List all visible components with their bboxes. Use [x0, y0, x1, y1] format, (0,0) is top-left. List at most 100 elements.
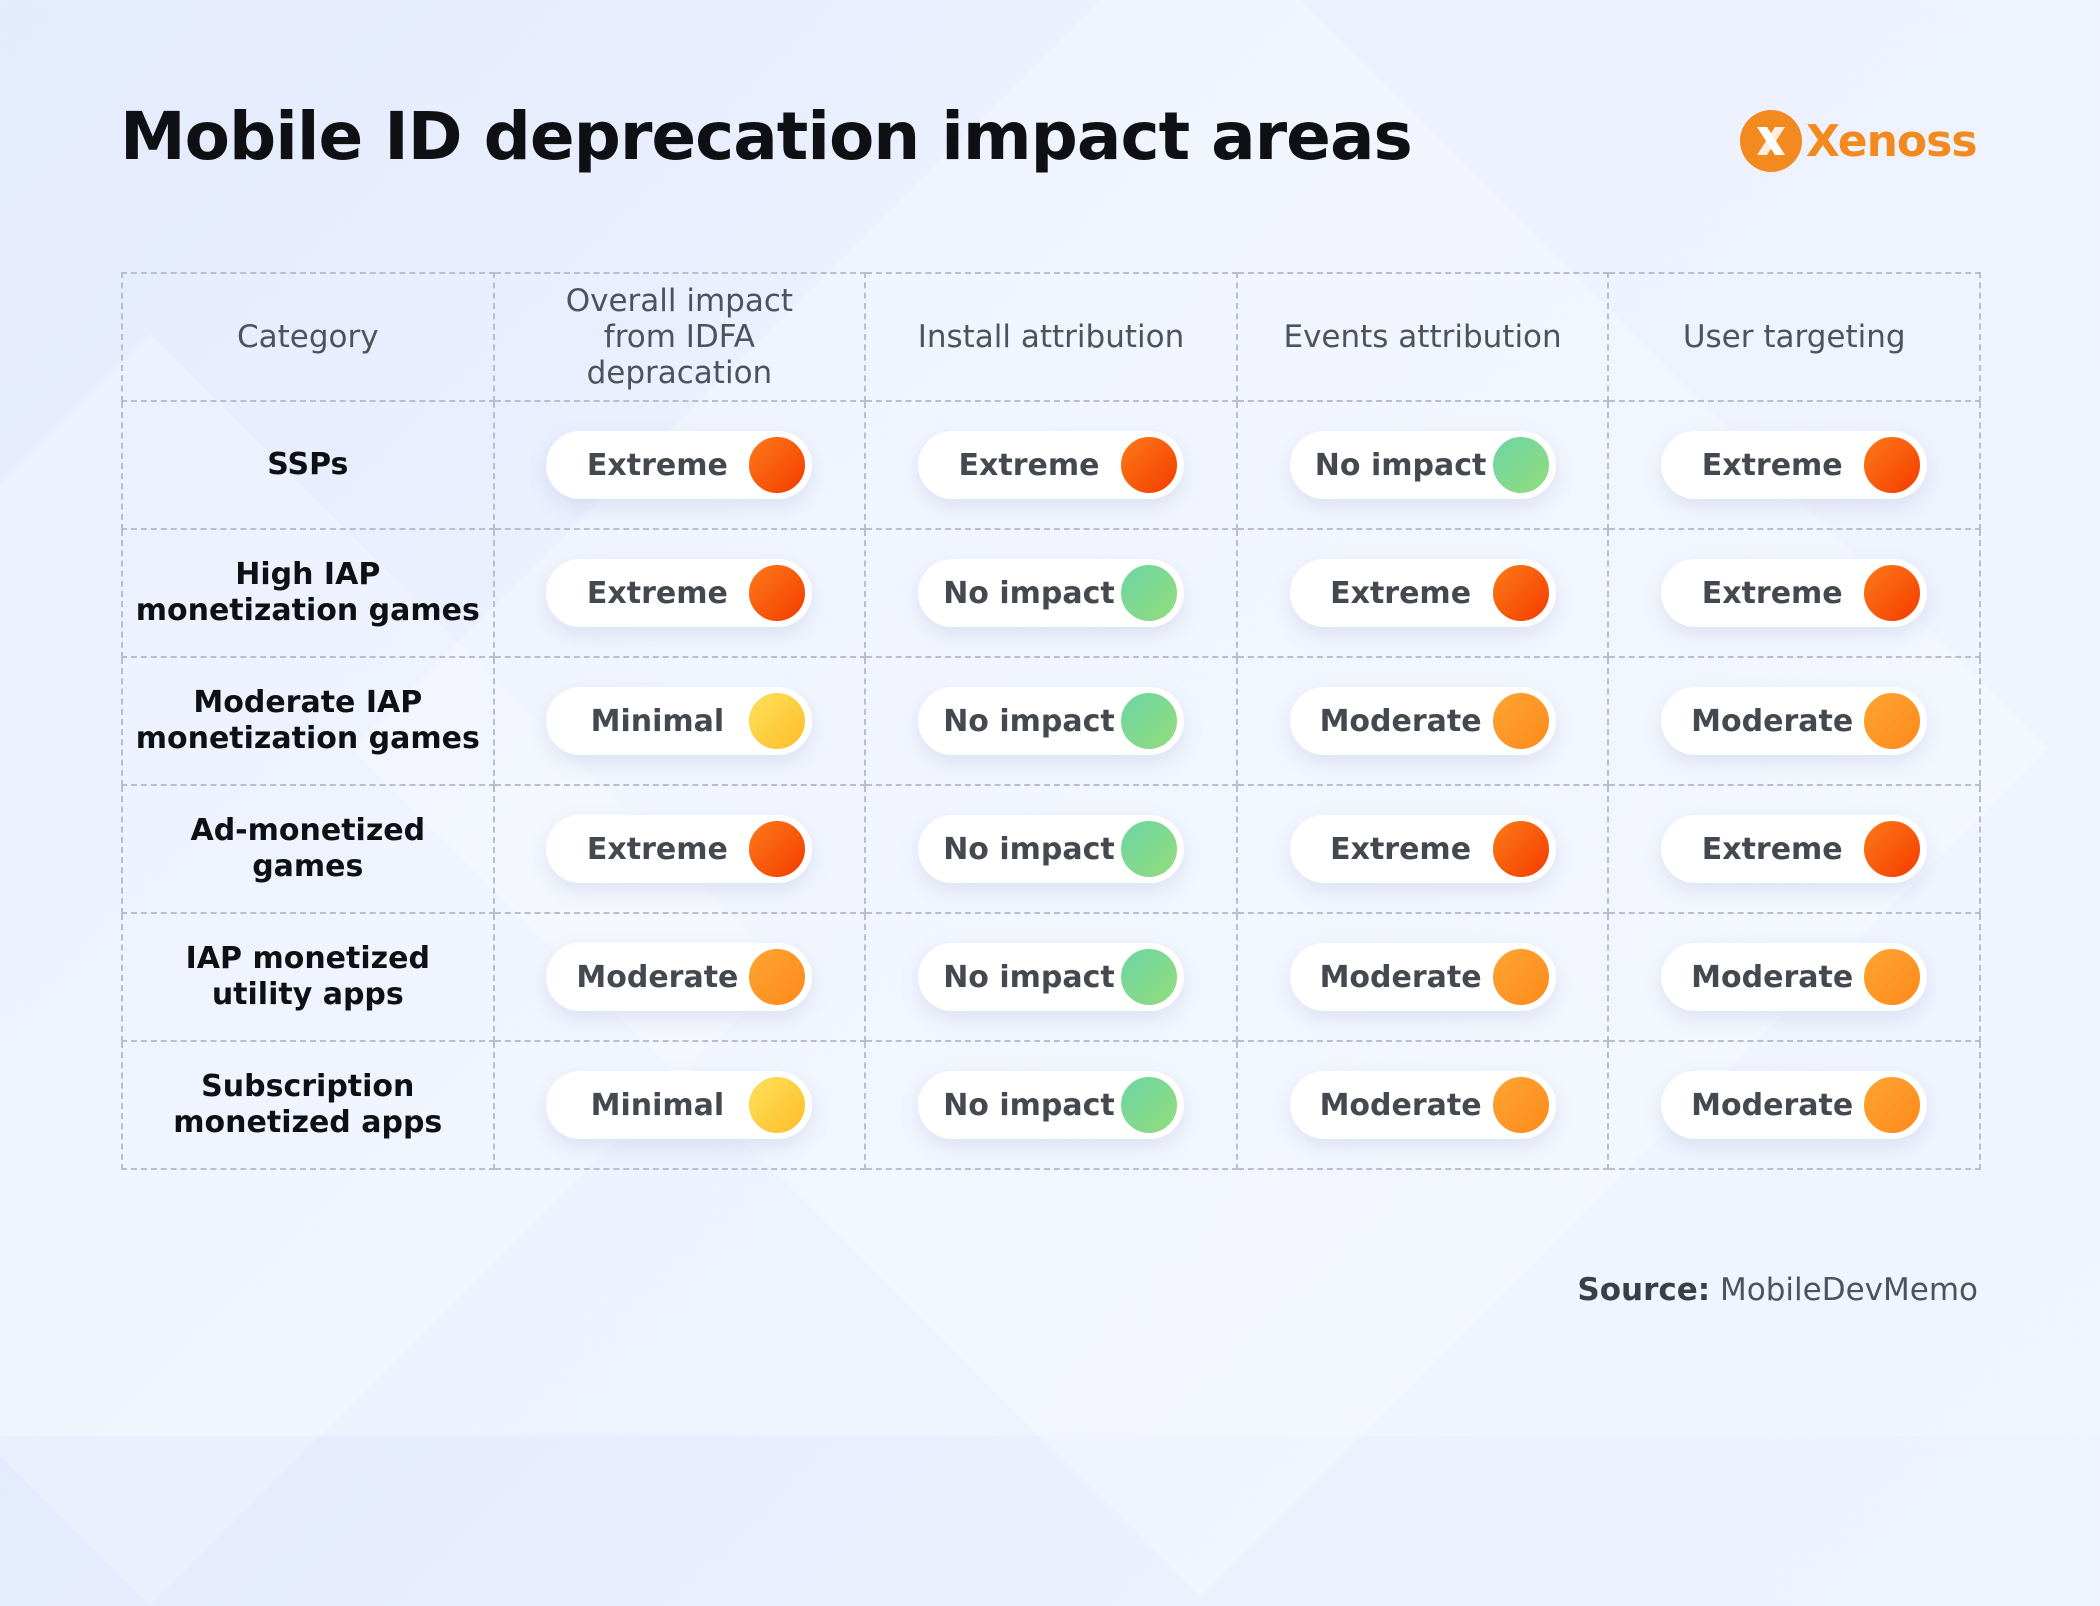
- page-title: Mobile ID deprecation impact areas: [120, 98, 1413, 175]
- category-label: SSPs: [267, 447, 349, 482]
- impact-label: Moderate: [1691, 703, 1854, 739]
- impact-cell: Extreme: [492, 784, 867, 914]
- table-row: IAP monetized utility apps Moderate No imp…: [121, 912, 1981, 1042]
- impact-pill: Moderate: [1661, 943, 1928, 1011]
- impact-label: Extreme: [1701, 447, 1843, 483]
- impact-cell: Moderate: [1607, 912, 1981, 1042]
- impact-cell: Extreme: [864, 400, 1238, 530]
- impact-cell: Moderate: [1607, 656, 1981, 786]
- impact-cell: Minimal: [492, 656, 867, 786]
- impact-dot-icon: [1861, 562, 1924, 624]
- impact-cell: Extreme: [1235, 784, 1610, 914]
- impact-dot-icon: [1489, 946, 1552, 1008]
- column-header: User targeting: [1607, 272, 1981, 402]
- impact-cell: Moderate: [1235, 656, 1610, 786]
- column-header: Overall impact from IDFA depracation: [492, 272, 867, 402]
- category-label: IAP monetized utility apps: [185, 941, 430, 1012]
- impact-pill: Moderate: [546, 943, 813, 1011]
- impact-cell: Extreme: [1607, 784, 1981, 914]
- logo-text: Xenoss: [1806, 115, 1978, 167]
- category-cell: Ad-monetized games: [121, 784, 495, 914]
- category-cell: SSPs: [121, 400, 495, 530]
- source-credit: Source: MobileDevMemo: [1577, 1272, 1978, 1308]
- impact-cell: Minimal: [492, 1040, 867, 1170]
- category-cell: IAP monetized utility apps: [121, 912, 495, 1042]
- impact-pill: No impact: [917, 815, 1184, 883]
- impact-label: Minimal: [590, 1087, 725, 1123]
- impact-pill: Moderate: [1289, 1071, 1556, 1139]
- impact-label: Minimal: [590, 703, 725, 739]
- category-cell: Subscription monetized apps: [121, 1040, 495, 1170]
- impact-pill: Moderate: [1289, 687, 1556, 755]
- category-label: Subscription monetized apps: [173, 1069, 443, 1140]
- impact-pill: No impact: [917, 1071, 1184, 1139]
- impact-pill: Moderate: [1661, 1071, 1928, 1139]
- impact-pill: Extreme: [546, 559, 813, 627]
- impact-dot-icon: [1861, 946, 1924, 1008]
- impact-cell: Moderate: [1235, 912, 1610, 1042]
- impact-pill: No impact: [917, 687, 1184, 755]
- impact-dot-icon: [1489, 562, 1552, 624]
- impact-pill: No impact: [917, 559, 1184, 627]
- logo: Xenoss: [1740, 110, 1978, 172]
- table-body: SSPs Extreme Extreme No impact Extreme High I…: [121, 400, 1981, 1170]
- impact-dot-icon: [746, 562, 809, 624]
- impact-cell: No impact: [1235, 400, 1610, 530]
- impact-pill: Extreme: [1661, 815, 1928, 883]
- column-header: Category: [121, 272, 495, 402]
- category-cell: Moderate IAP monetization games: [121, 656, 495, 786]
- impact-label: Extreme: [1701, 575, 1843, 611]
- impact-pill: Minimal: [546, 1071, 813, 1139]
- xenoss-logo-icon: [1740, 110, 1802, 172]
- impact-cell: Extreme: [1607, 400, 1981, 530]
- impact-dot-icon: [1117, 818, 1180, 880]
- impact-label: Extreme: [1330, 831, 1472, 867]
- impact-label: No impact: [943, 831, 1115, 867]
- impact-cell: No impact: [864, 656, 1238, 786]
- impact-cell: No impact: [864, 912, 1238, 1042]
- impact-cell: Moderate: [1607, 1040, 1981, 1170]
- impact-dot-icon: [1117, 562, 1180, 624]
- impact-label: Moderate: [1319, 703, 1482, 739]
- impact-label: Extreme: [1330, 575, 1472, 611]
- impact-label: Extreme: [958, 447, 1100, 483]
- impact-dot-icon: [746, 946, 809, 1008]
- impact-label: Extreme: [586, 575, 728, 611]
- impact-dot-icon: [1861, 690, 1924, 752]
- impact-cell: No impact: [864, 528, 1238, 658]
- impact-pill: Moderate: [1661, 687, 1928, 755]
- table-row: High IAP monetization games Extreme No imp…: [121, 528, 1981, 658]
- impact-dot-icon: [746, 1074, 809, 1136]
- impact-dot-icon: [746, 690, 809, 752]
- category-label: Moderate IAP monetization games: [135, 685, 480, 756]
- impact-cell: Extreme: [492, 528, 867, 658]
- impact-pill: Extreme: [1661, 559, 1928, 627]
- category-label: Ad-monetized games: [190, 813, 426, 884]
- impact-cell: Extreme: [1607, 528, 1981, 658]
- table-row: Moderate IAP monetization games Minimal No…: [121, 656, 1981, 786]
- impact-cell: No impact: [864, 784, 1238, 914]
- impact-pill: Extreme: [1661, 431, 1928, 499]
- table-row: SSPs Extreme Extreme No impact Extreme: [121, 400, 1981, 530]
- impact-pill: No impact: [917, 943, 1184, 1011]
- impact-dot-icon: [1489, 434, 1552, 496]
- table-row: Subscription monetized apps Minimal No imp…: [121, 1040, 1981, 1170]
- impact-dot-icon: [1861, 818, 1924, 880]
- impact-pill: Extreme: [917, 431, 1184, 499]
- impact-cell: No impact: [864, 1040, 1238, 1170]
- category-cell: High IAP monetization games: [121, 528, 495, 658]
- impact-dot-icon: [1117, 434, 1180, 496]
- impact-label: Extreme: [586, 831, 728, 867]
- impact-cell: Moderate: [492, 912, 867, 1042]
- column-header: Install attribution: [864, 272, 1238, 402]
- impact-dot-icon: [1861, 434, 1924, 496]
- impact-cell: Extreme: [492, 400, 867, 530]
- column-header-label: Overall impact from IDFA depracation: [565, 283, 794, 391]
- impact-label: Moderate: [1691, 959, 1854, 995]
- impact-pill: Extreme: [546, 431, 813, 499]
- impact-pill: Extreme: [1289, 559, 1556, 627]
- impact-label: Moderate: [1319, 1087, 1482, 1123]
- impact-pill: No impact: [1289, 431, 1556, 499]
- impact-dot-icon: [746, 818, 809, 880]
- category-label: High IAP monetization games: [135, 557, 480, 628]
